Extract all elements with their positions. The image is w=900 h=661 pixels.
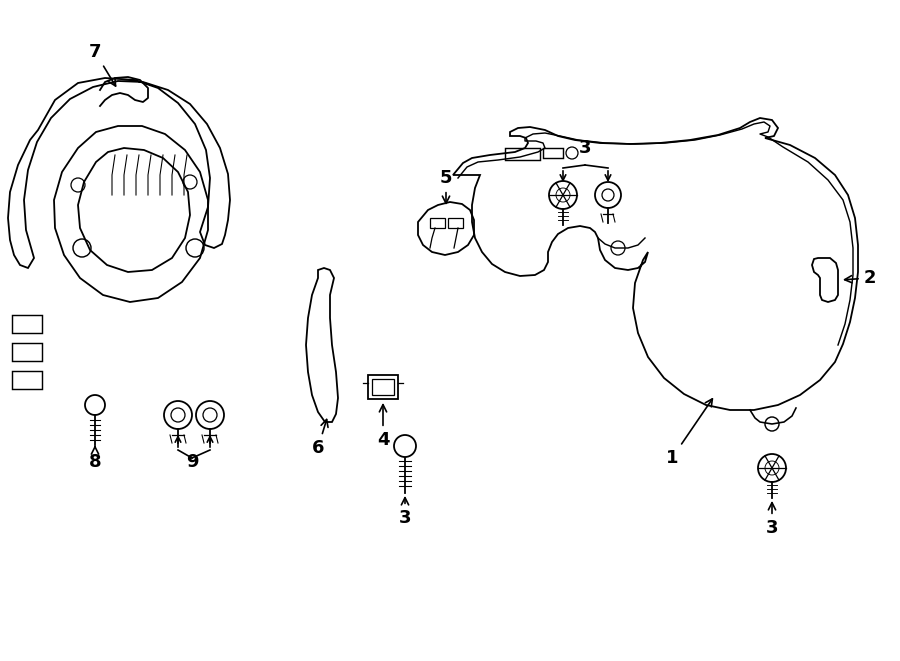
Text: 3: 3 <box>766 502 778 537</box>
Bar <box>12 371 42 389</box>
Bar <box>448 218 463 228</box>
Text: 4: 4 <box>377 405 389 449</box>
Text: 2: 2 <box>844 269 877 287</box>
Text: 3: 3 <box>399 498 411 527</box>
Bar <box>430 218 445 228</box>
Text: 7: 7 <box>89 43 115 86</box>
Bar <box>372 379 394 395</box>
Text: 6: 6 <box>311 420 328 457</box>
Bar <box>543 148 563 158</box>
Bar <box>505 148 540 160</box>
Text: 9: 9 <box>185 453 198 471</box>
Text: 8: 8 <box>89 447 102 471</box>
Bar <box>12 315 42 333</box>
Bar <box>368 375 398 399</box>
Text: 5: 5 <box>440 169 452 204</box>
Text: 1: 1 <box>666 399 713 467</box>
Bar <box>12 343 42 361</box>
Text: 3: 3 <box>579 139 591 157</box>
